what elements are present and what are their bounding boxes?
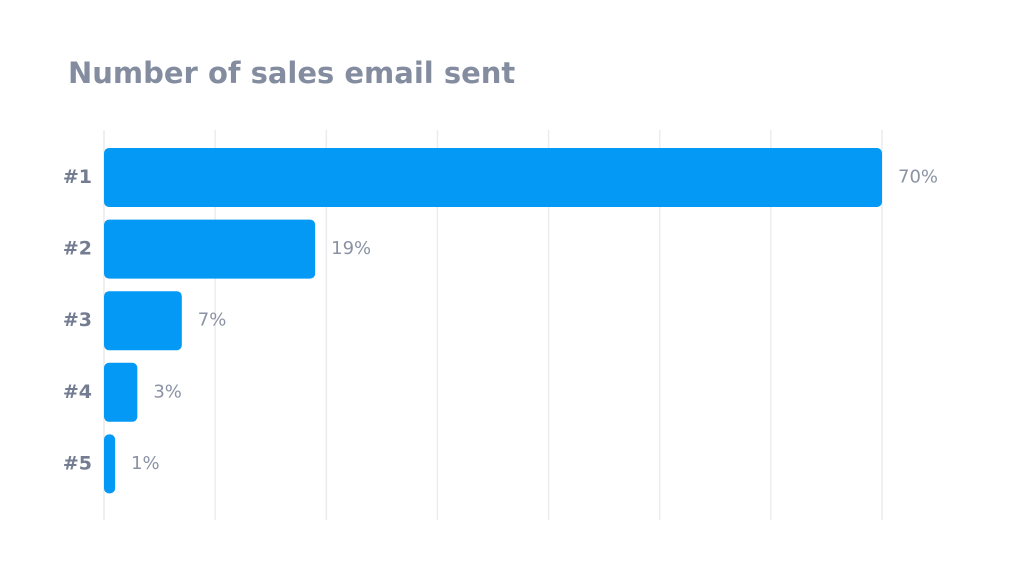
value-label: 7% [198, 310, 227, 331]
value-label: 3% [153, 381, 182, 402]
y-tick-label: #4 [63, 381, 92, 403]
bar [104, 219, 316, 279]
y-tick-label: #3 [63, 309, 92, 331]
y-tick-label: #2 [63, 238, 92, 260]
chart-title: Number of sales email sent [68, 56, 515, 90]
bar [104, 148, 882, 207]
bar [104, 362, 138, 422]
y-tick-label: #1 [63, 166, 92, 188]
y-tick-label: #5 [63, 452, 92, 474]
bar [104, 291, 182, 351]
bar [104, 434, 116, 494]
value-label: 70% [898, 167, 938, 188]
value-label: 19% [331, 238, 371, 259]
value-label: 1% [131, 453, 160, 474]
